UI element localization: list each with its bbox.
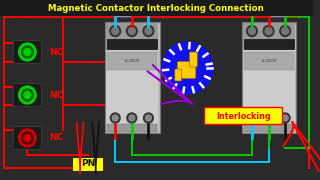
Circle shape — [249, 115, 255, 121]
FancyBboxPatch shape — [13, 84, 42, 107]
Circle shape — [127, 113, 137, 123]
Circle shape — [21, 132, 33, 144]
Text: LC1D09: LC1D09 — [125, 59, 140, 63]
Circle shape — [263, 26, 274, 37]
Circle shape — [19, 129, 36, 147]
Circle shape — [146, 115, 151, 121]
FancyBboxPatch shape — [107, 50, 158, 131]
FancyBboxPatch shape — [108, 39, 157, 49]
Text: Interlocking: Interlocking — [216, 111, 270, 120]
Circle shape — [21, 89, 33, 101]
Circle shape — [249, 28, 255, 35]
Circle shape — [24, 48, 31, 55]
Text: PN: PN — [81, 159, 95, 168]
Circle shape — [265, 28, 272, 35]
FancyBboxPatch shape — [244, 39, 294, 49]
Circle shape — [280, 26, 291, 37]
Circle shape — [128, 28, 135, 35]
FancyBboxPatch shape — [108, 124, 157, 132]
Text: NO: NO — [49, 91, 64, 100]
FancyBboxPatch shape — [242, 21, 296, 132]
FancyBboxPatch shape — [243, 23, 295, 51]
Text: Magnetic Contactor Interlocking Connection: Magnetic Contactor Interlocking Connecti… — [48, 3, 264, 12]
Circle shape — [129, 115, 135, 121]
Circle shape — [282, 115, 288, 121]
Circle shape — [24, 91, 31, 98]
FancyBboxPatch shape — [244, 52, 294, 70]
Circle shape — [19, 86, 36, 104]
FancyBboxPatch shape — [244, 124, 294, 132]
FancyBboxPatch shape — [73, 158, 103, 170]
Circle shape — [247, 113, 257, 123]
FancyBboxPatch shape — [189, 52, 197, 67]
Circle shape — [282, 28, 289, 35]
Circle shape — [110, 113, 120, 123]
Text: LC1D09: LC1D09 — [261, 59, 277, 63]
Circle shape — [264, 113, 274, 123]
Circle shape — [145, 28, 152, 35]
FancyBboxPatch shape — [0, 0, 313, 16]
FancyBboxPatch shape — [175, 69, 182, 81]
Text: NC: NC — [49, 134, 63, 143]
Circle shape — [162, 42, 213, 94]
FancyBboxPatch shape — [105, 21, 160, 132]
Circle shape — [247, 26, 257, 37]
Circle shape — [112, 28, 119, 35]
Circle shape — [266, 115, 271, 121]
Circle shape — [144, 113, 153, 123]
FancyBboxPatch shape — [107, 23, 158, 51]
FancyBboxPatch shape — [243, 50, 295, 131]
Text: NO: NO — [49, 48, 64, 57]
Circle shape — [143, 26, 154, 37]
Circle shape — [126, 26, 137, 37]
FancyBboxPatch shape — [204, 107, 282, 124]
FancyBboxPatch shape — [108, 52, 157, 70]
Circle shape — [110, 26, 121, 37]
Circle shape — [24, 134, 31, 141]
Circle shape — [280, 113, 290, 123]
Circle shape — [112, 115, 118, 121]
FancyBboxPatch shape — [13, 40, 42, 64]
Circle shape — [21, 46, 33, 58]
Circle shape — [19, 43, 36, 61]
FancyBboxPatch shape — [13, 127, 42, 150]
FancyBboxPatch shape — [177, 62, 196, 78]
